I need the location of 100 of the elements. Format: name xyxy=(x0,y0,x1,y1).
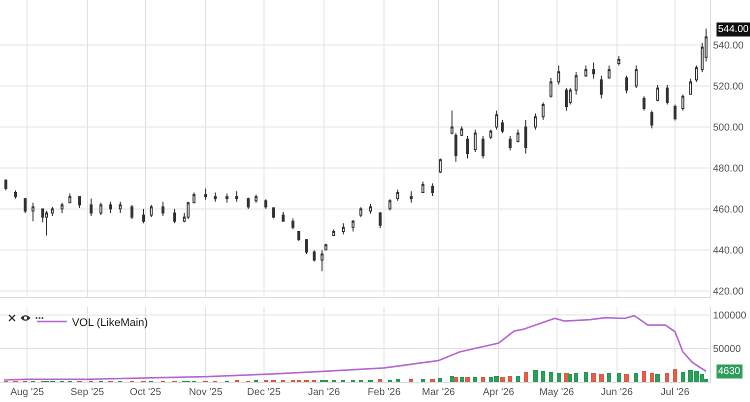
bar xyxy=(500,377,505,382)
bar xyxy=(607,373,611,382)
candlestick xyxy=(466,136,469,160)
candlestick xyxy=(4,178,8,191)
bar xyxy=(665,373,669,382)
candlestick xyxy=(130,204,134,220)
candlestick xyxy=(634,65,638,89)
candlestick xyxy=(438,158,442,174)
candlestick xyxy=(681,94,684,112)
bar xyxy=(549,372,553,382)
candlestick xyxy=(516,129,520,143)
candlestick xyxy=(99,202,102,216)
candlestick xyxy=(694,65,698,82)
annotation: 544.00 xyxy=(718,24,750,35)
candlestick xyxy=(542,102,545,120)
candlestick xyxy=(254,194,258,204)
candlestick xyxy=(45,210,48,236)
bar xyxy=(568,374,572,382)
x-tick-label: Nov '25 xyxy=(188,387,223,398)
bar xyxy=(516,376,520,382)
candlestick xyxy=(617,56,620,66)
candlestick xyxy=(332,228,336,236)
candlestick xyxy=(489,129,492,140)
bar xyxy=(634,373,638,382)
candlestick xyxy=(565,88,568,112)
candlestick xyxy=(474,129,477,152)
x-tick-label: Apr '26 xyxy=(482,387,515,398)
bar xyxy=(438,378,442,382)
x-tick-label: May '26 xyxy=(539,387,575,398)
x-tick-label: Mar '26 xyxy=(422,387,456,398)
candlestick xyxy=(142,208,145,224)
x-tick-label: Jun '26 xyxy=(600,387,634,398)
candlestick xyxy=(32,202,34,222)
candlestick xyxy=(192,192,196,204)
bar xyxy=(599,374,604,382)
candlestick xyxy=(625,75,628,94)
candlestick xyxy=(689,78,692,96)
bar xyxy=(617,373,621,382)
bar xyxy=(574,373,578,382)
x-tick-label: Aug '25 xyxy=(10,387,44,398)
candlestick xyxy=(534,112,537,130)
bar xyxy=(473,377,477,382)
candlestick xyxy=(592,62,596,80)
candlestick xyxy=(642,96,646,112)
candlestick xyxy=(460,126,464,137)
candlestick xyxy=(78,196,81,208)
candlestick xyxy=(549,77,552,98)
bar xyxy=(642,371,646,382)
bar xyxy=(378,379,382,382)
candlestick xyxy=(557,65,560,86)
y-tick-label: 100000 xyxy=(713,310,747,322)
candlestick xyxy=(656,84,660,102)
candlestick xyxy=(666,84,669,105)
candlestick xyxy=(388,198,392,211)
x-tick-label: Jan '26 xyxy=(308,387,340,398)
bar xyxy=(465,377,470,382)
candlestick xyxy=(482,136,484,160)
y-tick-label: 440.00 xyxy=(713,245,744,256)
candlestick xyxy=(495,110,498,130)
candlestick xyxy=(369,204,372,214)
y-tick-label: 420.00 xyxy=(713,286,744,298)
candlestick xyxy=(68,193,72,204)
bar xyxy=(650,373,654,382)
bar xyxy=(533,370,538,382)
bar xyxy=(460,377,464,382)
candlestick xyxy=(600,75,603,99)
bar xyxy=(450,376,454,382)
candlestick xyxy=(454,132,458,162)
y-tick-label: 540.00 xyxy=(713,40,744,52)
bar xyxy=(584,372,588,382)
bar xyxy=(421,379,425,382)
y-tick-label: 480.00 xyxy=(713,163,744,174)
candlestick xyxy=(650,110,654,129)
y-tick-label: 50000 xyxy=(713,344,742,356)
candlestick xyxy=(226,193,228,204)
candlestick xyxy=(396,189,400,202)
line-series xyxy=(3,314,707,381)
candlestick xyxy=(109,201,112,214)
candlestick xyxy=(264,198,268,210)
bar xyxy=(673,369,677,382)
candlestick xyxy=(150,204,153,218)
candlestick xyxy=(214,192,217,202)
bar xyxy=(655,374,660,382)
x-tick-label: Sep '25 xyxy=(70,387,105,398)
x-tick-label: Oct '25 xyxy=(130,387,162,398)
candlestick xyxy=(60,202,64,214)
candlestick xyxy=(320,250,324,272)
bar xyxy=(524,372,528,382)
annotation: 4630 xyxy=(718,366,741,377)
candlestick xyxy=(508,136,512,152)
candlestick xyxy=(324,243,328,251)
candlestick xyxy=(272,206,275,219)
candlestick xyxy=(162,201,164,217)
bar xyxy=(541,371,545,382)
candlestick xyxy=(674,104,677,121)
candlestick xyxy=(608,65,611,80)
x-tick-label: Feb '26 xyxy=(368,387,402,398)
candlestick xyxy=(291,218,294,230)
bar xyxy=(681,372,685,382)
bar xyxy=(591,373,596,382)
